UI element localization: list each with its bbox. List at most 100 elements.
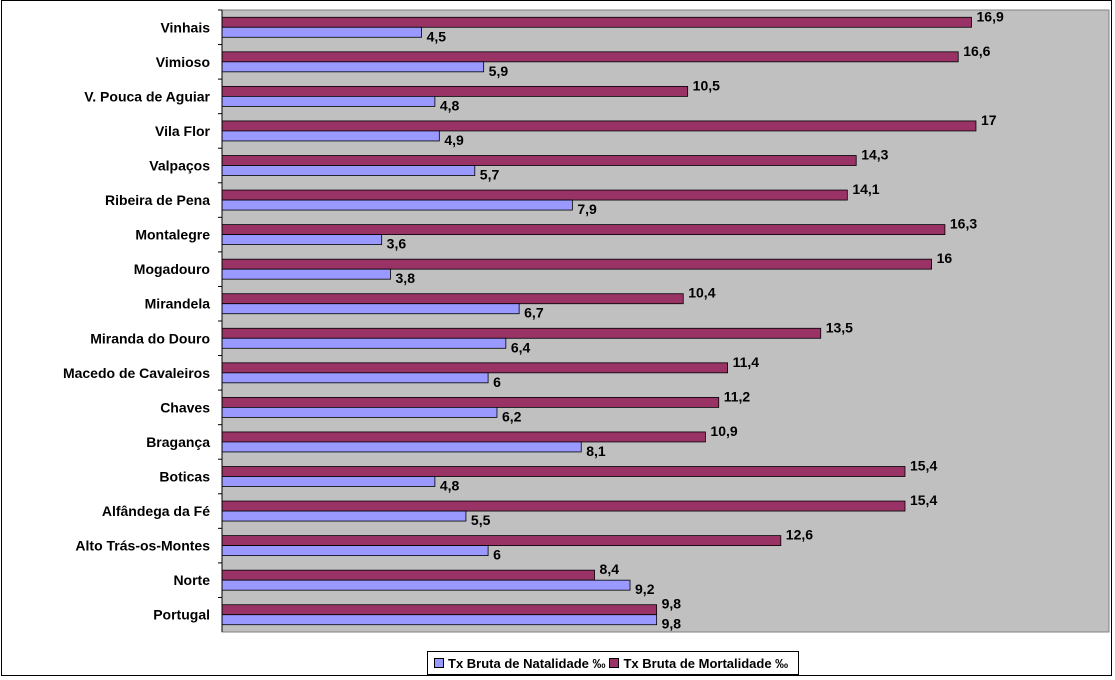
data-label-mortalidade: 16 bbox=[937, 250, 953, 266]
bar-mortalidade bbox=[221, 362, 728, 374]
data-label-natalidade: 9,2 bbox=[635, 581, 655, 597]
category-label: Montalegre bbox=[135, 227, 210, 243]
bar-natalidade bbox=[221, 579, 631, 591]
data-label-mortalidade: 10,5 bbox=[693, 77, 720, 93]
data-label-natalidade: 6 bbox=[493, 374, 501, 390]
bar-natalidade bbox=[221, 95, 436, 107]
plot-area bbox=[221, 9, 1110, 633]
data-label-mortalidade: 11,2 bbox=[724, 388, 751, 404]
data-label-mortalidade: 16,6 bbox=[963, 43, 990, 59]
bar-mortalidade bbox=[221, 16, 972, 28]
bar-mortalidade bbox=[221, 189, 848, 201]
bar-natalidade bbox=[221, 61, 485, 73]
category-label: Boticas bbox=[159, 469, 210, 485]
legend-item-mortalidade: Tx Bruta de Mortalidade ‰ bbox=[609, 656, 788, 671]
data-label-mortalidade: 15,4 bbox=[910, 492, 937, 508]
bar-natalidade bbox=[221, 614, 658, 626]
category-label: Mogadouro bbox=[134, 261, 210, 277]
bar-natalidade bbox=[221, 199, 573, 211]
bar-mortalidade bbox=[221, 604, 658, 616]
data-label-natalidade: 4,8 bbox=[440, 478, 460, 494]
category-label: V. Pouca de Aguiar bbox=[84, 88, 210, 104]
data-label-natalidade: 3,6 bbox=[387, 236, 407, 252]
legend: Tx Bruta de Natalidade ‰ Tx Bruta de Mor… bbox=[427, 651, 800, 675]
legend-swatch-mortalidade bbox=[609, 658, 620, 668]
data-label-mortalidade: 8,4 bbox=[600, 561, 620, 577]
category-label: Valpaços bbox=[149, 158, 210, 174]
bar-natalidade bbox=[221, 406, 498, 418]
data-label-mortalidade: 11,4 bbox=[733, 354, 760, 370]
bar-mortalidade bbox=[221, 258, 932, 270]
data-label-mortalidade: 14,1 bbox=[852, 181, 879, 197]
bar-natalidade bbox=[221, 303, 520, 315]
category-label: Alfândega da Fé bbox=[102, 503, 210, 519]
category-label: Portugal bbox=[153, 607, 210, 623]
bar-natalidade bbox=[221, 26, 422, 38]
bar-mortalidade bbox=[221, 51, 959, 63]
bar-mortalidade bbox=[221, 85, 689, 97]
category-label: Mirandela bbox=[145, 296, 211, 312]
data-label-natalidade: 6,7 bbox=[524, 305, 544, 321]
legend-swatch-natalidade bbox=[434, 658, 444, 668]
data-label-natalidade: 3,8 bbox=[396, 270, 416, 286]
data-label-mortalidade: 16,3 bbox=[950, 216, 977, 232]
bar-natalidade bbox=[221, 476, 436, 487]
bar-mortalidade bbox=[221, 569, 595, 581]
bar-mortalidade bbox=[221, 535, 782, 547]
data-label-natalidade: 7,9 bbox=[577, 201, 597, 217]
bar-mortalidade bbox=[221, 293, 684, 305]
category-label: Ribeira de Pena bbox=[105, 192, 210, 208]
bar-mortalidade bbox=[221, 431, 706, 443]
bar-natalidade bbox=[221, 441, 582, 453]
bar-natalidade bbox=[221, 234, 383, 246]
bar-mortalidade bbox=[221, 500, 906, 512]
category-label: Vinhais bbox=[160, 19, 210, 35]
data-label-natalidade: 8,1 bbox=[586, 443, 606, 459]
bar-mortalidade bbox=[221, 120, 977, 132]
category-label: Chaves bbox=[160, 399, 210, 415]
legend-label-mortalidade: Tx Bruta de Mortalidade ‰ bbox=[623, 655, 789, 671]
data-label-mortalidade: 17 bbox=[981, 112, 997, 128]
data-label-mortalidade: 9,8 bbox=[662, 596, 682, 612]
data-label-mortalidade: 15,4 bbox=[910, 458, 937, 474]
bar-natalidade bbox=[221, 130, 440, 142]
data-label-natalidade: 6,4 bbox=[511, 339, 531, 355]
category-label: Vimioso bbox=[156, 54, 210, 70]
bar-natalidade bbox=[221, 268, 391, 280]
bar-natalidade bbox=[221, 337, 507, 349]
bar-mortalidade bbox=[221, 466, 906, 477]
labels-layer: 16,9 4,5 16,6 5,9 10,5 4,8 17 4,9 14,3 5,7 14,1 7,9… bbox=[387, 8, 1004, 631]
data-label-natalidade: 6,2 bbox=[502, 408, 522, 424]
category-label: Bragança bbox=[146, 434, 210, 450]
data-label-mortalidade: 10,9 bbox=[710, 423, 737, 439]
data-label-natalidade: 6 bbox=[493, 547, 501, 563]
data-label-natalidade: 5,9 bbox=[489, 63, 509, 79]
bar-natalidade bbox=[221, 510, 467, 522]
category-label: Macedo de Cavaleiros bbox=[63, 365, 210, 381]
bar-natalidade bbox=[221, 372, 489, 384]
category-label: Norte bbox=[173, 572, 210, 588]
bar-mortalidade bbox=[221, 396, 720, 408]
bar-mortalidade bbox=[221, 327, 822, 339]
data-label-mortalidade: 13,5 bbox=[826, 319, 853, 335]
data-label-natalidade: 4,9 bbox=[444, 132, 464, 148]
data-label-natalidade: 4,8 bbox=[440, 97, 460, 113]
legend-label-natalidade: Tx Bruta de Natalidade ‰ bbox=[448, 655, 606, 671]
bar-natalidade bbox=[221, 165, 476, 176]
category-label: Alto Trás-os-Montes bbox=[75, 538, 210, 554]
category-label: Vila Flor bbox=[155, 123, 211, 139]
data-label-natalidade: 5,5 bbox=[471, 512, 491, 528]
bar-mortalidade bbox=[221, 155, 857, 166]
data-label-natalidade: 4,5 bbox=[427, 28, 447, 44]
bar-natalidade bbox=[221, 545, 489, 557]
category-label: Miranda do Douro bbox=[90, 330, 210, 346]
data-label-natalidade: 5,7 bbox=[480, 167, 500, 183]
legend-item-natalidade: Tx Bruta de Natalidade ‰ bbox=[434, 656, 605, 671]
bar-mortalidade bbox=[221, 224, 946, 236]
data-label-mortalidade: 10,4 bbox=[688, 285, 715, 301]
data-label-mortalidade: 16,9 bbox=[977, 8, 1004, 24]
data-label-mortalidade: 12,6 bbox=[786, 527, 813, 543]
data-label-natalidade: 9,8 bbox=[662, 616, 682, 632]
